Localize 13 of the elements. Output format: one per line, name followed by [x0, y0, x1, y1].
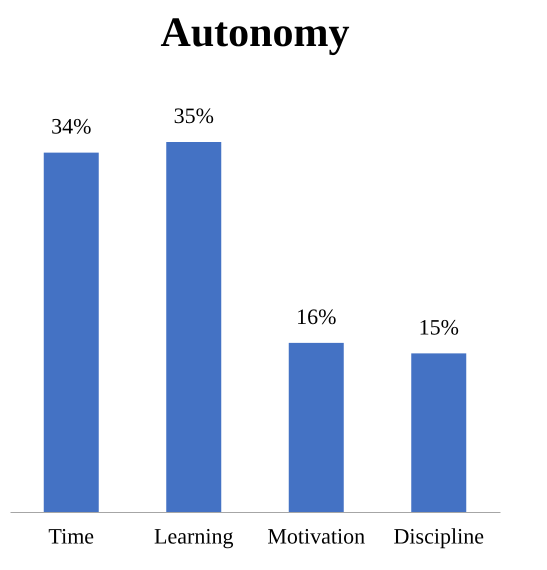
data-label: 34% — [51, 114, 92, 139]
bar — [411, 353, 466, 512]
x-tick-label: Time — [48, 524, 94, 548]
data-label: 16% — [296, 304, 336, 329]
chart-title: Autonomy — [160, 10, 350, 56]
x-tick-label: Motivation — [267, 524, 366, 548]
bar — [288, 342, 344, 512]
bar — [166, 142, 222, 512]
bar — [44, 152, 99, 512]
data-label: 35% — [174, 103, 214, 128]
x-tick-label: Learning — [154, 524, 234, 548]
x-tick-label: Discipline — [394, 524, 484, 548]
data-label: 15% — [418, 314, 459, 340]
